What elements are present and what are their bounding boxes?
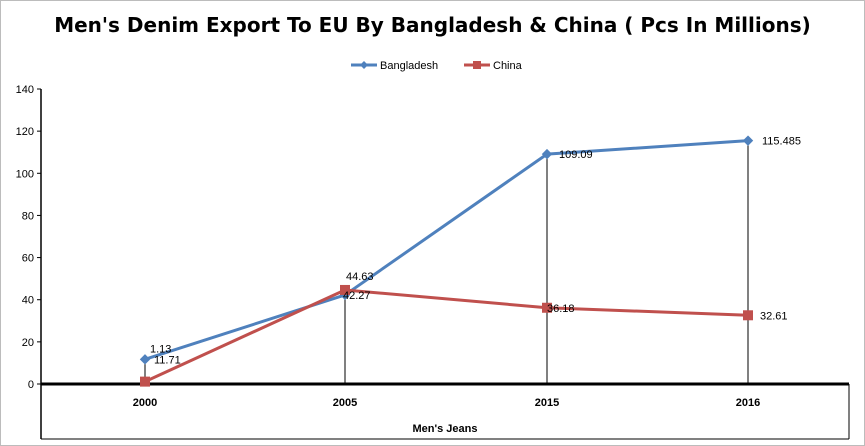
legend-marker-icon [473,61,481,69]
data-point-bangladesh [742,135,754,146]
data-label-china: 32.61 [760,310,788,322]
chart-title: Men's Denim Export To EU By Bangladesh &… [54,13,811,37]
y-tick-label: 140 [16,84,34,96]
legend-label: China [493,60,523,72]
x-tick-label: 2005 [333,397,357,409]
series-line-china [144,288,749,383]
data-point-china [340,284,350,295]
y-tick-label: 0 [28,379,34,391]
data-label-china: 1.13 [150,344,171,356]
data-point-bangladesh [541,148,553,160]
y-tick-label: 80 [22,210,34,222]
data-label-bangladesh: 109.09 [559,149,593,161]
data-label-bangladesh: 42.27 [343,290,371,302]
data-label-bangladesh: 11.71 [154,354,181,366]
legend-marker-icon [360,61,368,69]
x-tick-label: 2015 [535,397,559,409]
legend-label: Bangladesh [380,60,438,72]
y-tick-label: 120 [16,126,34,138]
x-axis-title: Men's Jeans [413,423,478,435]
data-label-china: 44.63 [346,271,374,283]
data-label-china: 36.18 [547,303,575,315]
data-point-china [743,310,753,321]
data-label-bangladesh: 115.485 [762,136,801,148]
series-line-bangladesh [144,139,749,361]
data-point-bangladesh [139,354,151,365]
data-point-china [542,302,552,313]
x-tick-label: 2000 [133,397,157,409]
data-point-china [140,376,150,387]
y-tick-label: 60 [22,253,34,265]
y-tick-label: 20 [22,337,34,349]
x-tick-label: 2016 [736,397,760,409]
y-tick-label: 40 [22,295,34,307]
y-tick-label: 100 [16,168,34,180]
